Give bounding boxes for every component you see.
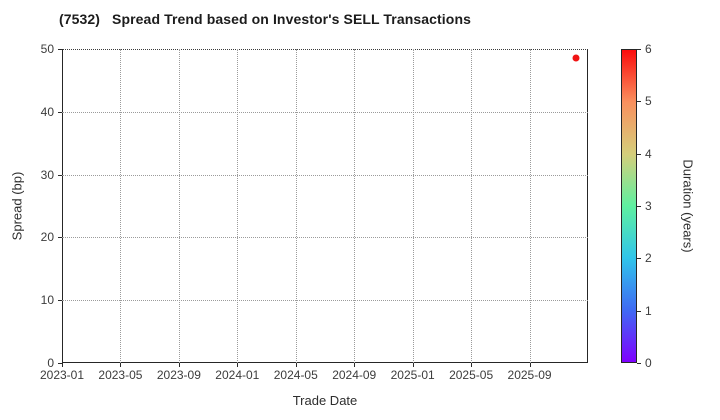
colorbar-tick-label: 0 <box>645 356 652 370</box>
h-gridline <box>62 300 588 302</box>
chart-title: (7532) Spread Trend based on Investor's … <box>59 11 471 27</box>
y-tick-mark <box>58 49 62 50</box>
x-tick-label: 2023-05 <box>98 368 143 382</box>
colorbar-tick-label: 1 <box>645 303 652 318</box>
y-tick-mark <box>58 237 62 239</box>
v-gridline <box>412 49 414 363</box>
y-tick-label: 0 <box>47 356 54 370</box>
x-tick-mark <box>529 363 531 367</box>
h-gridline <box>62 111 588 113</box>
v-gridline <box>529 49 531 363</box>
colorbar-tick-mark <box>637 49 641 50</box>
x-tick-mark <box>120 363 122 367</box>
colorbar-tick-mark <box>637 101 641 103</box>
x-tick-label: 2024-01 <box>215 368 260 382</box>
x-tick-mark <box>471 363 473 367</box>
colorbar-label-text: Duration (years) <box>680 159 696 253</box>
h-gridline <box>62 237 588 239</box>
x-tick-label: 2024-05 <box>273 368 318 382</box>
x-tick-mark <box>412 363 414 367</box>
x-tick-mark <box>178 363 180 367</box>
x-tick-label: 2025-05 <box>449 368 494 382</box>
colorbar-tick-label: 5 <box>645 94 652 109</box>
h-gridline <box>62 174 588 176</box>
colorbar-tick-mark <box>637 363 641 364</box>
y-tick-mark <box>58 363 62 364</box>
x-tick-mark <box>237 363 239 367</box>
x-tick-label: 2025-09 <box>507 368 552 382</box>
data-point <box>572 54 580 62</box>
x-tick-mark <box>62 363 63 367</box>
colorbar <box>621 49 637 363</box>
colorbar-tick-label: 2 <box>645 251 652 266</box>
v-gridline <box>237 49 239 363</box>
x-tick-label: 2023-01 <box>39 368 85 382</box>
y-tick-label: 50 <box>40 42 54 56</box>
y-tick-label: 10 <box>40 293 54 308</box>
plot-area <box>62 49 588 363</box>
colorbar-tick-mark <box>637 206 641 207</box>
v-gridline <box>178 49 180 363</box>
colorbar-tick-mark <box>637 310 641 312</box>
colorbar-tick-label: 4 <box>645 146 652 161</box>
v-gridline <box>295 49 297 363</box>
v-gridline <box>120 49 122 363</box>
colorbar-tick-mark <box>637 258 641 260</box>
y-tick-label: 40 <box>40 104 54 119</box>
x-tick-mark <box>354 363 356 367</box>
colorbar-tick-label: 3 <box>645 199 652 213</box>
y-tick-mark <box>58 300 62 302</box>
y-tick-mark <box>58 174 62 176</box>
y-tick-mark <box>58 111 62 113</box>
x-axis-label: Trade Date <box>292 393 358 408</box>
v-gridline <box>354 49 356 363</box>
x-tick-label: 2025-01 <box>390 368 435 382</box>
x-tick-label: 2023-09 <box>156 368 201 382</box>
v-gridline <box>471 49 473 363</box>
y-tick-label: 20 <box>40 230 54 245</box>
x-tick-mark <box>295 363 297 367</box>
y-tick-label: 30 <box>40 167 54 182</box>
colorbar-tick-label: 6 <box>645 42 652 56</box>
colorbar-tick-mark <box>637 153 641 155</box>
x-tick-label: 2024-09 <box>332 368 377 382</box>
